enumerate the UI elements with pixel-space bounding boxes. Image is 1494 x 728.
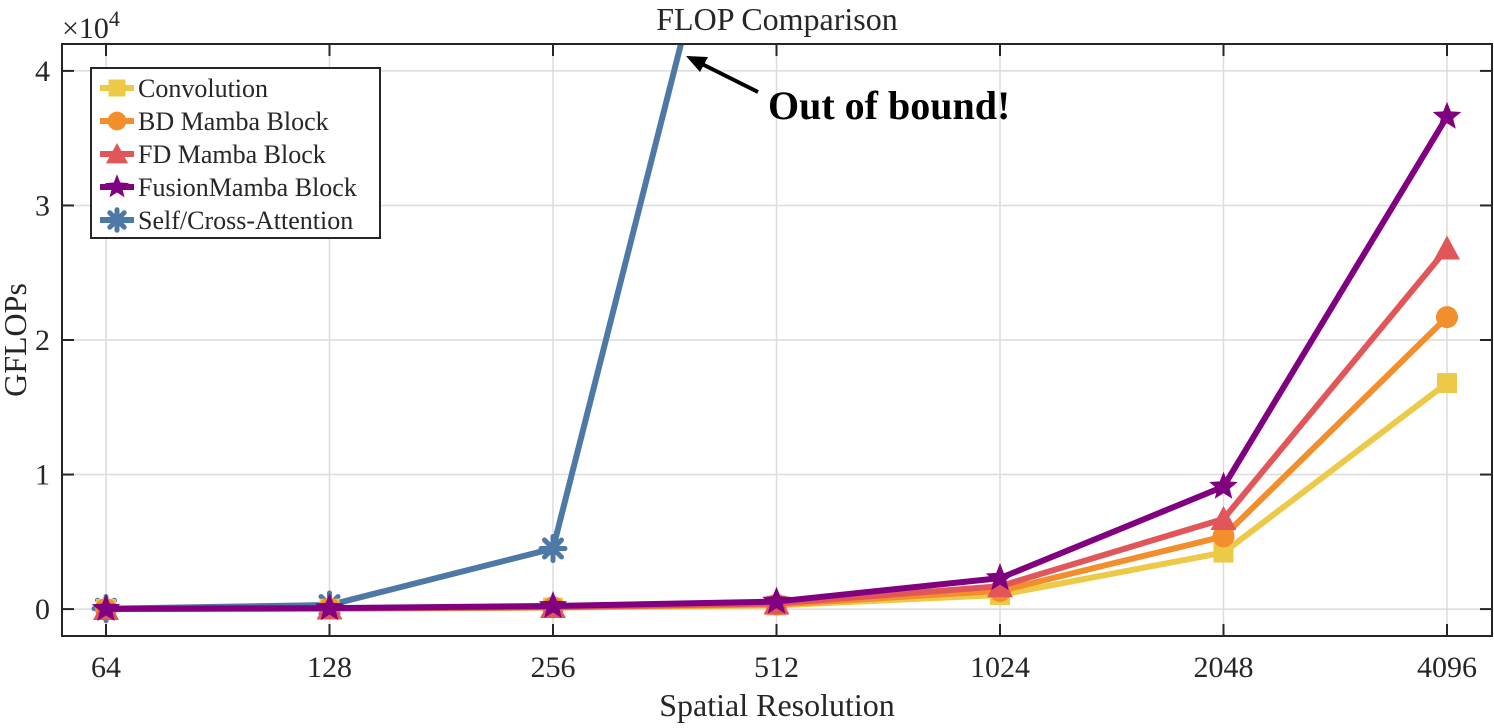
x-tick-label: 256: [531, 651, 576, 684]
asterisk-stroke: [107, 210, 127, 230]
marker-star: [91, 593, 121, 621]
annotation: Out of bound!: [686, 56, 1010, 128]
x-tick-label: 4096: [1417, 651, 1477, 684]
marker-circle: [107, 111, 127, 131]
marker-circle: [1436, 306, 1458, 329]
x-tick-label: 64: [91, 651, 121, 684]
series-fusionmamba-block: [91, 101, 1462, 621]
marker-triangle: [1210, 505, 1237, 530]
chart-title: FLOP Comparison: [656, 1, 898, 37]
legend-label: FD Mamba Block: [138, 140, 326, 169]
marker-star: [315, 593, 344, 621]
x-tick-label: 1024: [970, 651, 1030, 684]
marker-triangle: [1434, 235, 1460, 260]
x-axis-label: Spatial Resolution: [659, 687, 895, 723]
marker-star: [985, 563, 1015, 591]
marker-asterisk: [538, 534, 568, 564]
annotation-arrow-shaft: [697, 60, 759, 94]
marker-asterisk: [104, 207, 130, 233]
exponent-base: ×10: [62, 12, 109, 45]
exponent-power: 4: [109, 6, 120, 31]
y-axis-exponent: ×104: [62, 6, 120, 45]
y-tick-label: 0: [35, 593, 50, 626]
marker-square: [1213, 542, 1234, 563]
y-tick-label: 2: [35, 324, 50, 357]
marker-star: [104, 174, 130, 198]
x-tick-label: 2048: [1194, 651, 1254, 684]
marker-triangle: [987, 573, 1013, 598]
legend-label: Convolution: [138, 74, 268, 103]
y-tick-label: 4: [35, 55, 50, 88]
marker-square: [1437, 373, 1457, 394]
legend-label: BD Mamba Block: [138, 107, 329, 136]
legend-item: FD Mamba Block: [100, 140, 326, 169]
legend-item: Self/Cross-Attention: [100, 206, 353, 235]
axis-ticks: 64 128 256 512 1024 2048 4096 0 1 2 3 4: [35, 44, 1492, 684]
marker-star: [538, 591, 568, 619]
legend-label: Self/Cross-Attention: [138, 206, 353, 235]
legend-item: Convolution: [100, 74, 268, 103]
marker-star: [762, 586, 791, 614]
legend-label: FusionMamba Block: [138, 173, 357, 202]
marker-star: [1209, 471, 1238, 499]
marker-circle: [1212, 525, 1235, 548]
y-tick-label: 1: [35, 459, 50, 492]
y-axis-label: GFLOPs: [0, 283, 33, 397]
series-layer: [91, 44, 1462, 624]
annotation-arrow-head: [686, 56, 708, 72]
asterisk-stroke: [542, 537, 564, 560]
y-tick-label: 3: [35, 189, 50, 222]
legend: Convolution BD Mamba Block FD Mamba Block F…: [90, 67, 381, 239]
legend-box: [90, 67, 381, 239]
marker-star: [1432, 101, 1462, 129]
marker-square: [108, 79, 126, 97]
x-tick-label: 128: [307, 651, 352, 684]
marker-triangle: [105, 142, 129, 164]
x-tick-label: 512: [754, 651, 799, 684]
legend-item: FusionMamba Block: [100, 173, 357, 202]
annotation-text: Out of bound!: [768, 83, 1010, 128]
legend-item: BD Mamba Block: [100, 107, 329, 136]
